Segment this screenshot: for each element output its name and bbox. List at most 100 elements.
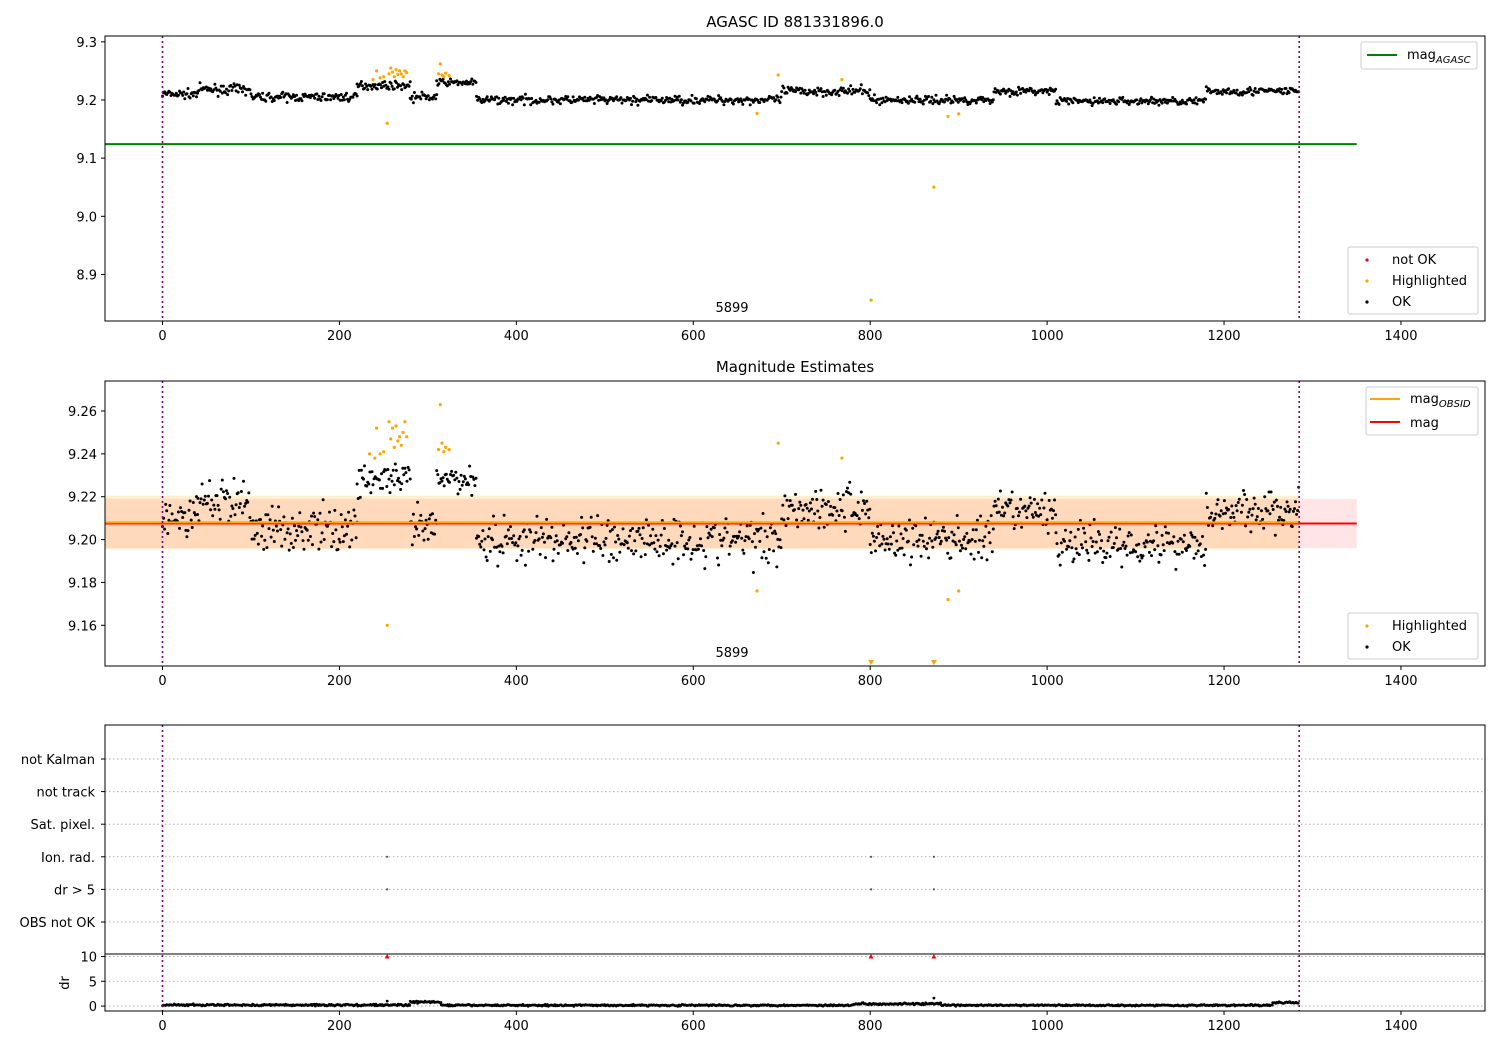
ok-point [277,505,281,509]
ok-point [869,551,873,555]
ok-point [819,488,823,492]
ok-point [325,98,329,102]
highlighted-point [436,448,441,452]
ok-point [784,524,788,528]
ok-point [313,515,317,519]
ok-point [188,499,192,503]
ok-point [1254,518,1258,522]
ok-point [1272,500,1276,504]
ok-point [1161,543,1165,547]
ok-point [1285,500,1289,504]
ok-point [409,97,413,101]
svg-text:magAGASC: magAGASC [1407,48,1471,66]
ok-point [207,494,210,498]
ok-point [543,540,546,544]
ok-point [723,100,727,103]
ok-point [1086,551,1090,555]
ok-point [1139,97,1143,101]
flag-point [869,888,873,891]
ok-point [271,528,275,532]
ok-point [634,100,638,104]
x-tick-label: 200 [327,329,352,344]
ok-point [556,551,560,555]
ok-point [625,541,629,545]
ok-point [1283,507,1287,511]
ok-point [1030,513,1034,517]
ok-point [563,97,567,101]
ok-point [316,518,320,522]
ok-point [460,483,464,487]
ok-point [528,528,532,532]
ok-point [1043,491,1047,495]
ok-point [1072,557,1076,561]
ok-point [958,549,962,553]
highlighted-point [447,74,451,78]
ok-point [579,533,583,536]
ok-point [1011,90,1015,94]
ok-point [867,516,871,520]
ok-point [474,476,478,480]
ok-point [247,491,251,495]
ok-point [1018,510,1021,514]
ok-point [435,93,439,97]
ok-point [979,514,983,518]
ok-point [656,538,660,542]
ok-point [772,549,776,553]
ok-point [953,540,957,544]
ok-point [403,466,407,470]
ok-point [387,87,391,91]
ok-point [851,87,855,91]
ok-point [1094,540,1098,544]
ok-point [341,95,345,99]
ok-point [329,98,333,102]
ok-point [347,510,351,514]
ok-point [718,533,722,536]
ok-point [294,538,297,542]
ok-point [739,97,743,101]
ok-point [1240,93,1244,97]
ok-point [894,553,898,557]
ok-point [1271,508,1275,511]
ok-point [1242,489,1245,492]
ok-point [1032,497,1036,501]
ok-point [381,486,385,490]
ok-point [731,102,735,106]
ok-point [1219,509,1223,513]
ok-point [759,526,763,530]
ok-point [1126,99,1130,103]
mag-obsid-legend-label: mag [1410,392,1439,407]
ok-point [1028,496,1032,500]
ok-point [1194,552,1198,556]
ok-point [968,539,972,543]
ok-point [182,90,186,94]
ok-point [1095,550,1099,554]
ok-point [191,94,195,98]
ok-point [906,101,910,105]
ok-point [805,506,809,510]
ok-point [665,548,669,552]
ok-point [945,93,949,97]
ok-point [199,497,203,501]
ok-point [978,538,981,542]
y-tick-label: 9.1 [76,152,97,167]
ok-point [165,509,169,513]
ok-point [773,529,777,533]
ok-point [691,548,695,552]
flag-point [932,888,935,891]
ok-point [306,538,310,542]
ok-point [1027,504,1031,508]
ok-point [593,536,597,540]
ok-point [342,534,346,538]
ok-point [1118,527,1122,531]
ok-point [1216,88,1220,92]
ok-point [864,512,868,516]
ok-point [1049,507,1053,511]
ok-point [793,508,796,512]
ok-point [821,498,825,502]
highlighted-point [387,420,391,424]
ok-point [369,491,373,495]
ok-point [699,537,702,541]
ok-point [1219,90,1223,94]
ok-point [250,95,254,99]
ok-point [1264,507,1268,511]
